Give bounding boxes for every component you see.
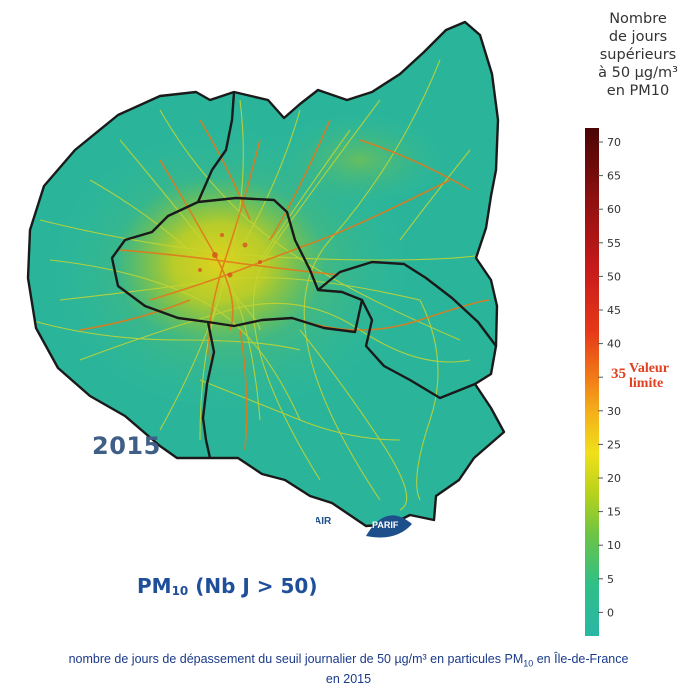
figure-caption: nombre de jours de dépassement du seuil …	[0, 652, 697, 687]
svg-text:PARIF: PARIF	[372, 520, 399, 530]
caption-line-2: en 2015	[325, 671, 372, 686]
legend-tick-label: 15	[607, 506, 621, 519]
legend-tick-label: 50	[607, 270, 621, 283]
legend-ticks: 7065605550454035302520151050	[598, 136, 621, 619]
paris-outline	[110, 196, 364, 334]
legend-tick-label: 55	[607, 237, 621, 250]
legend-colorbar	[585, 128, 599, 636]
legend-tick-label: 45	[607, 304, 621, 317]
svg-text:AIR: AIR	[316, 516, 332, 527]
legend-tick-label: 25	[607, 438, 621, 451]
pollutant-title: PM10 (Nb J > 50)	[137, 574, 318, 598]
legend-tick-label: 5	[607, 573, 614, 586]
pollution-overlay	[29, 59, 501, 511]
legend-title-line: à 50 µg/m³	[598, 65, 678, 81]
map-area: 2015 AIR PARIF PM10 (Nb J > 50)	[26, 20, 506, 598]
limit-label: Valeur limite	[629, 361, 669, 391]
department-boundaries	[26, 20, 506, 528]
val-de-marne-boundary	[360, 299, 476, 400]
hotspots	[198, 233, 262, 278]
limit-value: 35	[611, 366, 626, 382]
legend-tick-label: 65	[607, 170, 621, 183]
legend-tick-label: 60	[607, 203, 621, 216]
legend-tick-label: 30	[607, 405, 621, 418]
legend-title-line: supérieurs	[599, 47, 677, 63]
legend-title: Nombre de jours supérieurs à 50 µg/m³ en…	[582, 10, 694, 100]
hauts-de-seine-boundary	[201, 321, 216, 459]
north-boundary	[196, 91, 236, 203]
legend-tick-label: 40	[607, 338, 621, 351]
legend-tick-label: 70	[607, 136, 621, 149]
legend-title-line: de jours	[608, 29, 668, 45]
legend-title-line: Nombre	[609, 11, 667, 27]
legend-tick-label: 0	[607, 606, 614, 619]
airparif-logo: AIR PARIF	[314, 494, 426, 544]
legend-tick-label: 20	[607, 472, 621, 485]
pollution-map	[26, 20, 506, 528]
legend-tick-label: 10	[607, 539, 621, 552]
legend-title-line: en PM10	[606, 83, 670, 99]
caption-line-1: nombre de jours de dépassement du seuil …	[68, 652, 629, 669]
year-label: 2015	[92, 432, 161, 460]
minor-roads	[29, 59, 501, 511]
seine-saint-denis-boundary	[317, 260, 497, 347]
major-roads	[79, 119, 491, 451]
